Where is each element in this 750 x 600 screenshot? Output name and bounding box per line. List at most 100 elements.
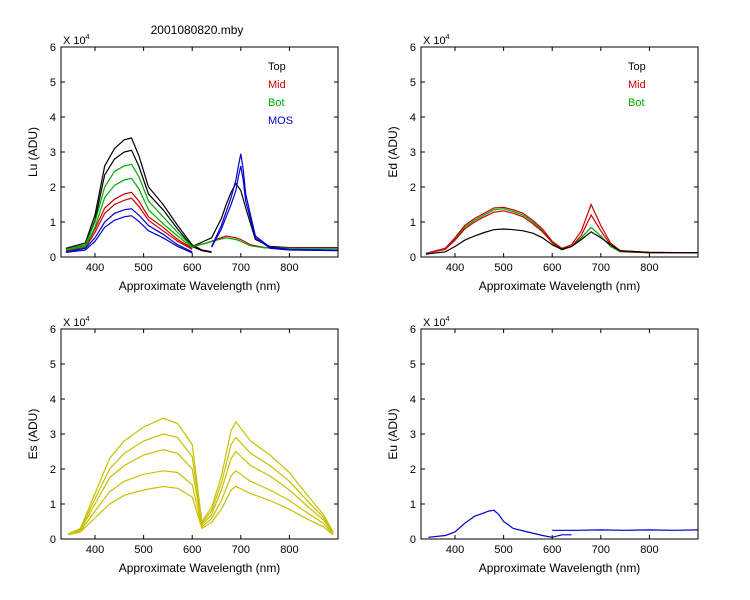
chart-panel-1: 400 500 600 700 800 0 1 2 3 4 5 6 X 104 Approximate W…: [26, 34, 339, 293]
y-tick-label: 4: [410, 394, 416, 406]
series-line-mos-9: [65, 208, 193, 253]
series-line-trace-0: [68, 417, 334, 535]
x-tick-label: 400: [446, 544, 464, 556]
legend-entry-mid: Mid: [628, 79, 646, 91]
x-tick-label: 700: [232, 262, 250, 274]
y-tick-label: 1: [410, 499, 416, 511]
y-multiplier-exponent: 4: [86, 316, 90, 323]
series-line-bot-0: [425, 208, 698, 255]
y-tick-label: 2: [50, 182, 56, 194]
y-tick-label: 1: [50, 217, 56, 229]
y-multiplier-base: X 10: [423, 35, 446, 47]
x-tick-label: 600: [543, 262, 561, 274]
x-tick-label: 800: [280, 262, 298, 274]
series-line-top-3: [425, 228, 698, 255]
y-tick-label: 4: [410, 112, 416, 124]
y-multiplier-label: X 104: [63, 34, 90, 47]
x-axis-label: Approximate Wavelength (nm): [479, 279, 641, 293]
y-tick-label: 0: [410, 252, 416, 264]
x-tick-label: 600: [183, 544, 201, 556]
x-tick-label: 800: [640, 544, 658, 556]
y-tick-label: 5: [410, 359, 416, 371]
y-multiplier-label: X 104: [423, 316, 450, 329]
y-axis-label: Ed (ADU): [386, 126, 400, 177]
y-tick-label: 2: [410, 182, 416, 194]
x-tick-label: 800: [280, 544, 298, 556]
series-line-mos-12: [211, 165, 338, 252]
x-tick-label: 400: [86, 544, 104, 556]
series-line-trace-2: [68, 449, 334, 535]
x-tick-label: 700: [592, 262, 610, 274]
y-tick-label: 6: [410, 42, 416, 54]
series-line-mos-10: [65, 215, 193, 254]
series-group: [428, 509, 698, 538]
y-multiplier-exponent: 4: [446, 34, 450, 41]
y-tick-label: 0: [410, 534, 416, 546]
legend-entry-bot: Bot: [628, 97, 645, 109]
x-tick-label: 700: [232, 544, 250, 556]
y-tick-label: 6: [50, 42, 56, 54]
series-group: [425, 202, 698, 255]
series-line-top-0: [65, 137, 212, 253]
y-multiplier-base: X 10: [63, 317, 86, 329]
series-line-trace-0: [428, 509, 572, 538]
y-tick-label: 3: [410, 429, 416, 441]
series-line-top-2: [191, 182, 338, 249]
y-tick-label: 3: [410, 147, 416, 159]
y-tick-label: 1: [410, 217, 416, 229]
y-tick-label: 0: [50, 534, 56, 546]
x-tick-label: 500: [494, 262, 512, 274]
x-tick-label: 400: [86, 262, 104, 274]
x-tick-label: 600: [543, 544, 561, 556]
y-tick-label: 3: [50, 429, 56, 441]
y-multiplier-base: X 10: [423, 317, 446, 329]
y-tick-label: 4: [50, 112, 56, 124]
series-line-mid-3: [65, 191, 193, 251]
y-axis-label: Es (ADU): [26, 409, 40, 460]
y-tick-label: 2: [50, 464, 56, 476]
series-line-bot-6: [65, 163, 193, 250]
plot-frame: [420, 46, 699, 258]
series-group: [68, 417, 334, 536]
series-line-bot-7: [65, 177, 193, 251]
y-tick-label: 3: [50, 147, 56, 159]
y-tick-label: 2: [410, 464, 416, 476]
legend-entry-mid: Mid: [268, 79, 286, 91]
y-tick-label: 5: [50, 359, 56, 371]
y-axis-label: Eu (ADU): [386, 408, 400, 459]
series-line-trace-3: [68, 470, 334, 536]
series-group: [65, 137, 338, 254]
y-tick-label: 0: [50, 252, 56, 264]
legend-entry-top: Top: [268, 61, 286, 73]
x-axis-label: Approximate Wavelength (nm): [119, 561, 281, 575]
series-line-trace-4: [68, 485, 334, 536]
legend-entry-bot: Bot: [268, 97, 285, 109]
legend-entry-top: Top: [628, 61, 646, 73]
y-multiplier-base: X 10: [63, 35, 86, 47]
x-tick-label: 700: [592, 544, 610, 556]
y-tick-label: 5: [50, 77, 56, 89]
y-tick-label: 6: [410, 324, 416, 336]
y-tick-label: 1: [50, 499, 56, 511]
x-tick-label: 500: [134, 262, 152, 274]
y-axis-label: Lu (ADU): [26, 127, 40, 177]
series-line-mid-1: [425, 202, 698, 255]
legend-entry-mos: MOS: [268, 115, 293, 127]
x-tick-label: 600: [183, 262, 201, 274]
y-multiplier-exponent: 4: [446, 316, 450, 323]
series-line-mid-2: [425, 210, 698, 255]
series-line-mid-4: [65, 197, 193, 252]
x-tick-label: 400: [446, 262, 464, 274]
series-line-trace-1: [68, 433, 334, 535]
y-tick-label: 4: [50, 394, 56, 406]
x-axis-label: Approximate Wavelength (nm): [119, 279, 281, 293]
y-tick-label: 6: [50, 324, 56, 336]
y-multiplier-label: X 104: [423, 34, 450, 47]
plot-frame: [420, 328, 699, 540]
x-tick-label: 500: [494, 544, 512, 556]
x-axis-label: Approximate Wavelength (nm): [479, 561, 641, 575]
figure-title: 2001080820.mby: [151, 23, 244, 37]
